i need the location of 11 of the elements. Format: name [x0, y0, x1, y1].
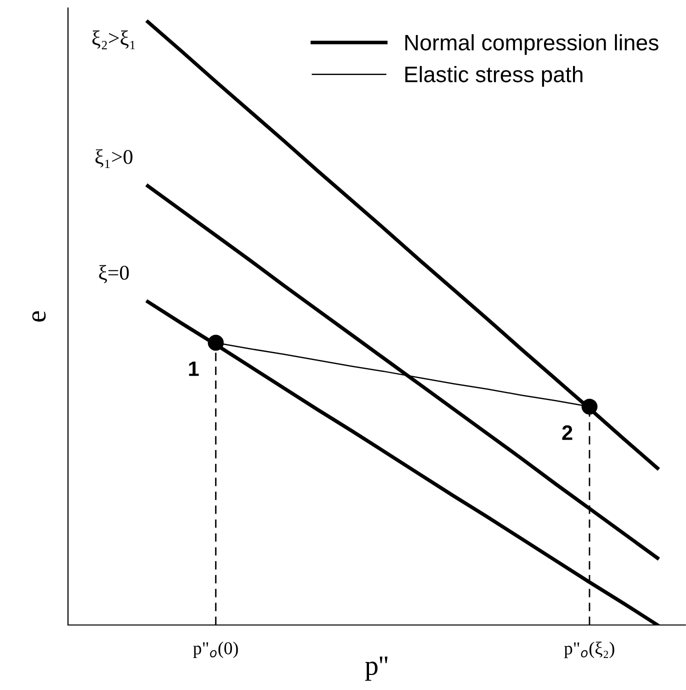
- annotation: ξ₁>0: [95, 149, 132, 168]
- text: ξ=0: [99, 265, 129, 284]
- x-tick-label: p"$_{o}$(0): [193, 642, 238, 658]
- legend-label: Normal compression lines: [405, 34, 658, 55]
- x-tick-label: p"$_{o}$(ξ₂): [564, 642, 614, 658]
- annotation: 1: [189, 362, 199, 376]
- legend-label: Elastic stress path: [405, 66, 582, 87]
- annotation: ξ₂>ξ₁: [92, 30, 135, 50]
- x-axis-title: p'': [365, 656, 388, 681]
- y-axis-title: e: [32, 311, 46, 322]
- annotation: 2: [562, 425, 572, 440]
